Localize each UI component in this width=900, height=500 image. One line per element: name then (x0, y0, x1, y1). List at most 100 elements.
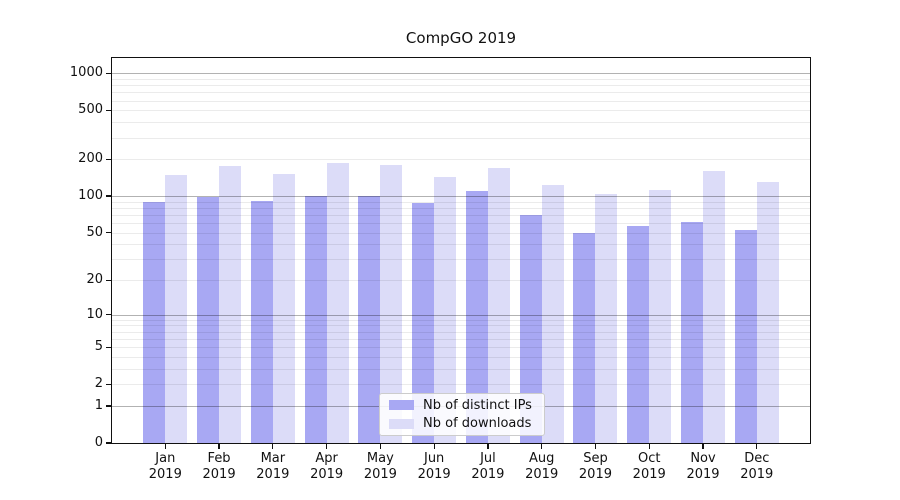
bar-downloads-may (380, 164, 403, 443)
gridline-300 (112, 137, 810, 139)
gridline-7 (112, 331, 810, 333)
bar-downloads-dec (756, 181, 779, 443)
legend-item-distinct-ips: Nb of distinct IPs (380, 398, 544, 413)
bar-ips-jul (465, 191, 488, 443)
bar-ips-aug (519, 214, 542, 443)
grid-layer (112, 58, 810, 443)
legend-label-distinct-ips: Nb of distinct IPs (423, 397, 532, 413)
y-tick-10 (106, 314, 112, 316)
bar-ips-mar (250, 200, 273, 443)
legend-item-downloads: Nb of downloads (380, 416, 544, 431)
bar-ips-may (358, 196, 381, 443)
legend-label-downloads: Nb of downloads (423, 416, 532, 432)
y-tick-500 (106, 109, 112, 111)
gridline-800 (112, 85, 810, 87)
gridline-70 (112, 214, 810, 216)
x-tick-feb (218, 444, 220, 450)
bar-ips-oct (627, 225, 650, 443)
x-tick-jan (164, 444, 166, 450)
x-tick-jul (487, 444, 489, 450)
y-tick-label-5: 5 (94, 339, 103, 355)
x-tick-label-feb: Feb 2019 (202, 451, 236, 482)
bar-downloads-mar (272, 173, 295, 443)
x-tick-label-jun: Jun 2019 (417, 451, 451, 482)
gridline-700 (112, 92, 810, 94)
gridline-2 (112, 384, 810, 386)
bar-ips-sep (573, 232, 596, 443)
bar-ips-apr (304, 195, 327, 443)
x-tick-label-may: May 2019 (363, 451, 397, 482)
y-tick-label-100: 100 (78, 188, 103, 204)
x-tick-label-oct: Oct 2019 (632, 451, 666, 482)
bar-downloads-oct (649, 190, 672, 443)
gridline-100 (112, 196, 810, 198)
y-tick-50 (106, 232, 112, 234)
gridline-90 (112, 201, 810, 203)
y-tick-label-0: 0 (94, 435, 103, 450)
y-tick-2 (106, 383, 112, 385)
x-tick-jun (433, 444, 435, 450)
x-tick-may (379, 444, 381, 450)
x-tick-mar (272, 444, 274, 450)
x-tick-oct (648, 444, 650, 450)
gridline-60 (112, 223, 810, 225)
legend-swatch-downloads (389, 418, 414, 429)
y-tick-label-1: 1 (94, 397, 103, 413)
bar-ips-jan (143, 201, 166, 443)
bar-downloads-sep (595, 193, 618, 443)
bar-downloads-feb (219, 166, 242, 443)
x-tick-nov (702, 444, 704, 450)
legend: Nb of distinct IPs Nb of downloads (379, 393, 545, 436)
gridline-400 (112, 122, 810, 124)
gridline-900 (112, 79, 810, 80)
gridline-5 (112, 347, 810, 349)
gridline-20 (112, 280, 810, 282)
gridline-40 (112, 244, 810, 246)
x-tick-label-dec: Dec 2019 (740, 451, 774, 482)
x-tick-label-jan: Jan 2019 (148, 451, 182, 482)
x-tick-sep (594, 444, 597, 450)
x-tick-aug (541, 444, 543, 450)
gridline-10 (112, 314, 810, 316)
y-tick-100 (106, 195, 112, 197)
gridline-30 (112, 259, 810, 261)
gridline-200 (112, 159, 810, 161)
bar-downloads-jun (434, 177, 457, 443)
y-tick-5 (106, 346, 112, 348)
y-tick-200 (106, 158, 112, 160)
gridline-3 (112, 368, 810, 370)
bar-downloads-apr (326, 163, 349, 443)
x-tick-label-sep: Sep 2019 (578, 451, 612, 482)
y-tick-label-200: 200 (78, 151, 103, 167)
bar-downloads-jan (165, 174, 188, 443)
x-tick-label-mar: Mar 2019 (256, 451, 290, 482)
y-tick-label-500: 500 (78, 102, 103, 118)
y-tick-20 (106, 279, 112, 281)
bar-ips-jun (412, 203, 435, 443)
y-tick-1 (106, 405, 112, 407)
bar-ips-dec (734, 229, 757, 443)
x-tick-label-apr: Apr 2019 (310, 451, 344, 482)
x-tick-label-jul: Jul 2019 (471, 451, 505, 482)
y-tick-1000 (106, 72, 112, 74)
y-tick-label-10: 10 (86, 306, 103, 322)
bars-layer (112, 58, 810, 443)
bar-downloads-aug (541, 185, 564, 443)
chart-title: CompGO 2019 (405, 29, 517, 47)
legend-swatch-distinct-ips (389, 400, 414, 411)
gridline-4 (112, 356, 810, 358)
gridline-80 (112, 207, 810, 209)
x-tick-label-aug: Aug 2019 (525, 451, 559, 482)
x-tick-apr (326, 444, 328, 450)
x-tick-dec (756, 444, 758, 450)
gridline-500 (112, 110, 810, 112)
bar-downloads-jul (487, 167, 510, 443)
y-tick-label-50: 50 (86, 224, 103, 240)
y-tick-label-2: 2 (94, 376, 103, 392)
bar-downloads-nov (703, 170, 725, 443)
x-tick-label-nov: Nov 2019 (686, 451, 720, 482)
gridline-6 (112, 338, 810, 340)
y-tick-label-20: 20 (86, 272, 103, 288)
y-tick-0 (106, 442, 112, 444)
